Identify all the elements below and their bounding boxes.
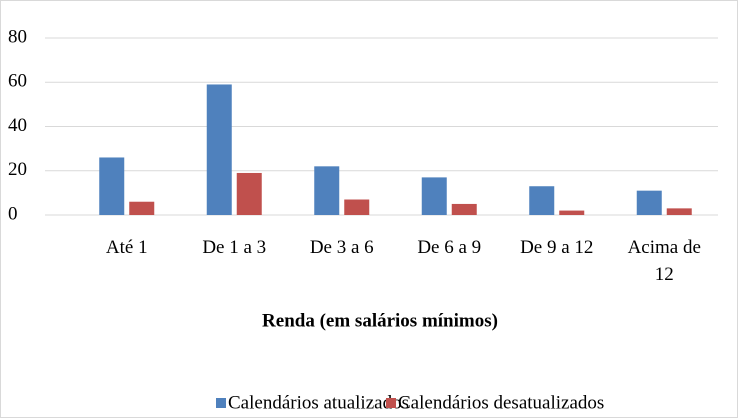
legend-swatch [216,398,226,408]
bar [206,84,232,216]
x-tick-label: Até 1 [105,237,148,258]
bar [314,166,340,215]
bar [99,157,125,215]
bar [344,199,370,215]
bar [129,201,155,215]
x-tick-label: Acima de 12 [627,237,701,285]
legend-label: Calendários atualizados [228,392,409,413]
bar [559,210,585,215]
bar [236,172,262,215]
x-tick-label: De 3 a 6 [309,237,374,258]
legend-swatch [386,398,396,408]
bar [421,177,447,215]
y-tick-label: 80 [8,26,27,47]
bar [529,186,555,215]
bar [666,208,692,215]
y-tick-label: 0 [8,203,18,224]
bar [636,190,662,215]
y-tick-label: 40 [8,115,27,136]
x-tick-label: De 1 a 3 [202,237,267,258]
legend-label: Calendários desatualizados [398,392,604,413]
y-tick-label: 20 [8,159,27,180]
y-tick-label: 60 [8,71,27,92]
bar [451,203,477,215]
x-axis-label: Renda (em salários mínimos) [262,310,498,331]
x-tick-label: De 6 a 9 [417,237,482,258]
x-tick-label: De 9 a 12 [520,237,594,258]
